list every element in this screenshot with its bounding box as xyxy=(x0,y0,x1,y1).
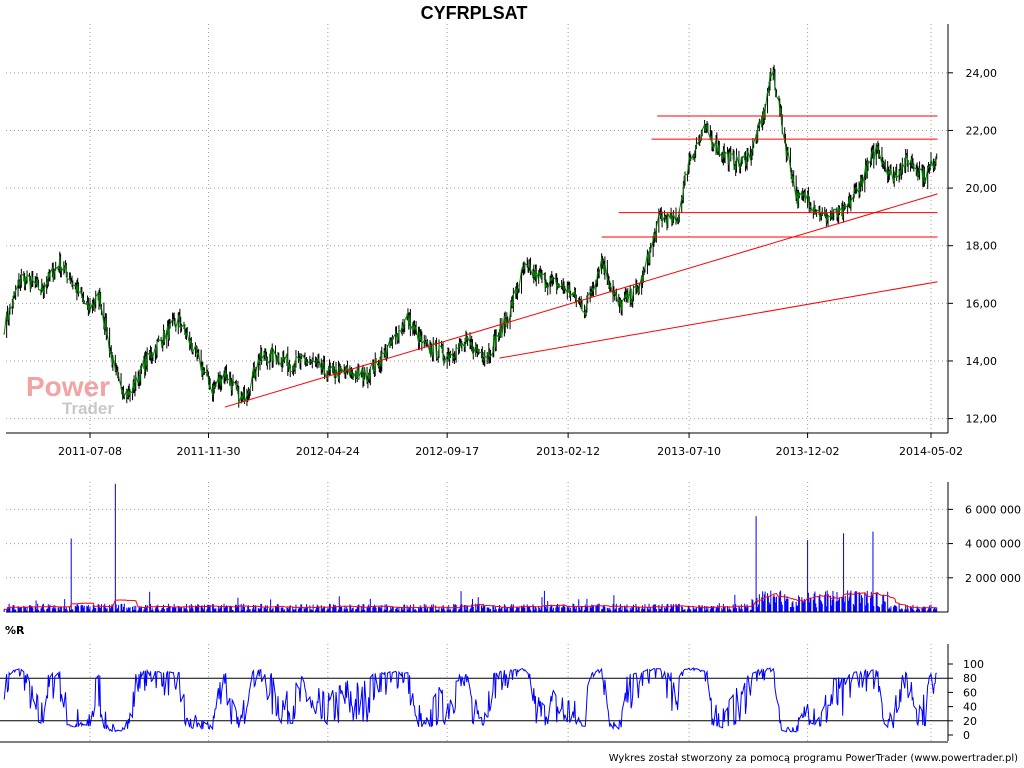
price-y-tick-label: 20,00 xyxy=(966,182,998,195)
price-x-tick-label: 2013-12-02 xyxy=(776,445,840,458)
volume-average-line xyxy=(4,591,937,611)
watermark-power: Power xyxy=(26,371,110,402)
price-y-tick-label: 14,00 xyxy=(966,355,998,368)
watermark-trader: Trader xyxy=(62,399,114,418)
price-y-tick-label: 16,00 xyxy=(966,297,998,310)
volume-y-tick-label: 6 000 000 xyxy=(965,503,1021,516)
price-x-tick-label: 2011-07-08 xyxy=(58,445,122,458)
footer-credit: Wykres został stworzony za pomocą progra… xyxy=(609,753,1018,764)
trendline xyxy=(224,193,938,408)
price-x-tick-label: 2014-05-02 xyxy=(899,445,963,458)
price-y-tick-label: 12,00 xyxy=(966,413,998,426)
osc-line xyxy=(3,667,937,733)
price-y-tick-label: 24,00 xyxy=(966,67,998,80)
trendline xyxy=(499,281,938,359)
price-x-tick-label: 2012-09-17 xyxy=(415,445,479,458)
osc-y-tick-label: 100 xyxy=(963,658,984,671)
oscillator-label: %R xyxy=(5,624,25,637)
volume-panel: 2 000 000 4 000 000 6 000 000 xyxy=(3,482,1021,613)
osc-y-tick-label: 40 xyxy=(963,701,977,714)
price-y-tick-label: 22,00 xyxy=(966,124,998,137)
price-close-line xyxy=(3,69,938,404)
osc-y-tick-label: 60 xyxy=(963,686,977,699)
osc-y-tick-label: 80 xyxy=(963,672,977,685)
chart-title: CYFRPLSAT xyxy=(421,3,528,23)
price-plot-area xyxy=(6,44,948,433)
volume-bars xyxy=(3,483,938,612)
price-x-tick-label: 2012-04-24 xyxy=(296,445,360,458)
price-x-tick-label: 2013-02-12 xyxy=(536,445,600,458)
price-y-tick-label: 18,00 xyxy=(966,240,998,253)
price-x-tick-label: 2011-11-30 xyxy=(177,445,241,458)
osc-y-tick-label: 0 xyxy=(963,729,970,742)
price-x-tick-label: 2013-07-10 xyxy=(657,445,721,458)
volume-y-tick-label: 4 000 000 xyxy=(965,538,1021,551)
watermark: Power Trader xyxy=(26,371,114,418)
volume-y-tick-label: 2 000 000 xyxy=(965,572,1021,585)
price-panel: 2011-07-08 2011-11-30 2012-04-24 2012-09-17… xyxy=(3,24,998,458)
osc-y-tick-label: 20 xyxy=(963,715,977,728)
